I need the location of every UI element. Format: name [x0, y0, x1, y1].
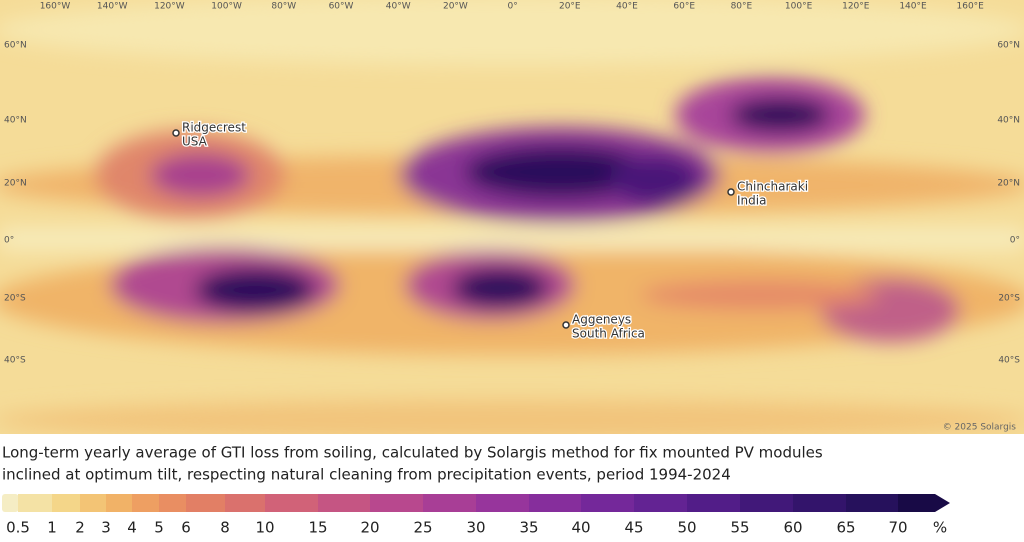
longitude-label: 120°W: [154, 2, 185, 12]
latitude-label: 0°: [4, 236, 14, 246]
latitude-label: 0°: [1010, 236, 1020, 246]
legend-swatch: [186, 494, 226, 512]
legend-tick-label: 1: [47, 519, 57, 537]
longitude-label: 60°W: [329, 2, 354, 12]
legend-swatch: [318, 494, 371, 512]
legend-tick-label: 20: [360, 519, 379, 537]
location-country: South Africa: [572, 327, 645, 341]
legend-swatch: [476, 494, 530, 512]
legend-swatch: [159, 494, 187, 512]
legend-tick-label: 2: [75, 519, 85, 537]
legend-tick-label: 45: [624, 519, 643, 537]
location-name: Aggeneys: [572, 313, 631, 327]
copyright: © 2025 Solargis: [943, 423, 1017, 433]
longitude-label: 100°E: [785, 2, 813, 12]
longitude-label: 0°: [507, 2, 517, 12]
legend-arrow: [898, 494, 950, 512]
caption: inclined at optimum tilt, respecting nat…: [2, 466, 731, 484]
legend-swatch: [634, 494, 688, 512]
latitude-label: 20°N: [4, 179, 27, 189]
legend-unit: %: [933, 519, 947, 537]
legend-tick-label: 4: [127, 519, 137, 537]
location-marker: [562, 321, 570, 329]
legend-tick-label: 0.5: [6, 519, 30, 537]
legend-swatch: [423, 494, 477, 512]
longitude-label: 80°W: [271, 2, 296, 12]
legend-tick-label: 70: [888, 519, 907, 537]
longitude-label: 60°E: [673, 2, 695, 12]
legend-swatch: [225, 494, 266, 512]
latitude-label: 20°S: [998, 294, 1020, 304]
legend-tick-label: 40: [571, 519, 590, 537]
latitude-label: 40°S: [998, 356, 1020, 366]
legend-tick-label: 60: [783, 519, 802, 537]
location-marker: [727, 188, 735, 196]
longitude-label: 20°E: [559, 2, 581, 12]
latitude-label: 40°N: [997, 116, 1020, 126]
longitude-label: 100°W: [211, 2, 242, 12]
longitude-label: 20°W: [443, 2, 468, 12]
legend-swatch: [2, 494, 19, 512]
legend-tick-label: 3: [101, 519, 111, 537]
longitude-label: 120°E: [842, 2, 870, 12]
latitude-label: 20°N: [997, 179, 1020, 189]
legend-tick-label: 25: [413, 519, 432, 537]
longitude-label: 160°E: [957, 2, 985, 12]
legend-swatch: [80, 494, 107, 512]
legend-swatch: [265, 494, 319, 512]
legend-swatch: [370, 494, 424, 512]
caption: Long-term yearly average of GTI loss fro…: [2, 444, 823, 462]
longitude-label: 40°E: [616, 2, 638, 12]
legend-swatch: [106, 494, 133, 512]
legend-tick-label: 35: [519, 519, 538, 537]
legend-swatch: [793, 494, 847, 512]
legend-tick-label: 8: [220, 519, 230, 537]
location-country: USA: [182, 135, 208, 149]
legend-tick-label: 6: [181, 519, 191, 537]
map: [0, 0, 1024, 434]
legend-tick-label: 10: [255, 519, 274, 537]
legend-tick-label: 5: [154, 519, 164, 537]
legend-tick-label: 55: [730, 519, 749, 537]
legend-swatch: [687, 494, 741, 512]
legend-tick-label: 15: [308, 519, 327, 537]
latitude-label: 40°S: [4, 356, 26, 366]
longitude-label: 140°W: [97, 2, 128, 12]
legend-swatch: [18, 494, 53, 512]
longitude-label: 40°W: [386, 2, 411, 12]
location-marker: [172, 129, 180, 137]
location-country: India: [737, 194, 766, 208]
legend-swatch: [581, 494, 635, 512]
legend-swatch: [740, 494, 794, 512]
latitude-label: 20°S: [4, 294, 26, 304]
location-name: Ridgecrest: [182, 121, 246, 135]
legend-swatch: [52, 494, 81, 512]
latitude-label: 60°N: [997, 41, 1020, 51]
longitude-label: 140°E: [899, 2, 927, 12]
legend-tick-label: 50: [677, 519, 696, 537]
legend-swatch: [132, 494, 160, 512]
legend-tick-label: 65: [836, 519, 855, 537]
latitude-label: 40°N: [4, 116, 27, 126]
legend-swatch: [846, 494, 899, 512]
legend-tick-label: 30: [466, 519, 485, 537]
longitude-label: 80°E: [731, 2, 753, 12]
location-name: Chincharaki: [737, 180, 808, 194]
legend-swatch: [529, 494, 582, 512]
latitude-label: 60°N: [4, 41, 27, 51]
longitude-label: 160°W: [40, 2, 71, 12]
